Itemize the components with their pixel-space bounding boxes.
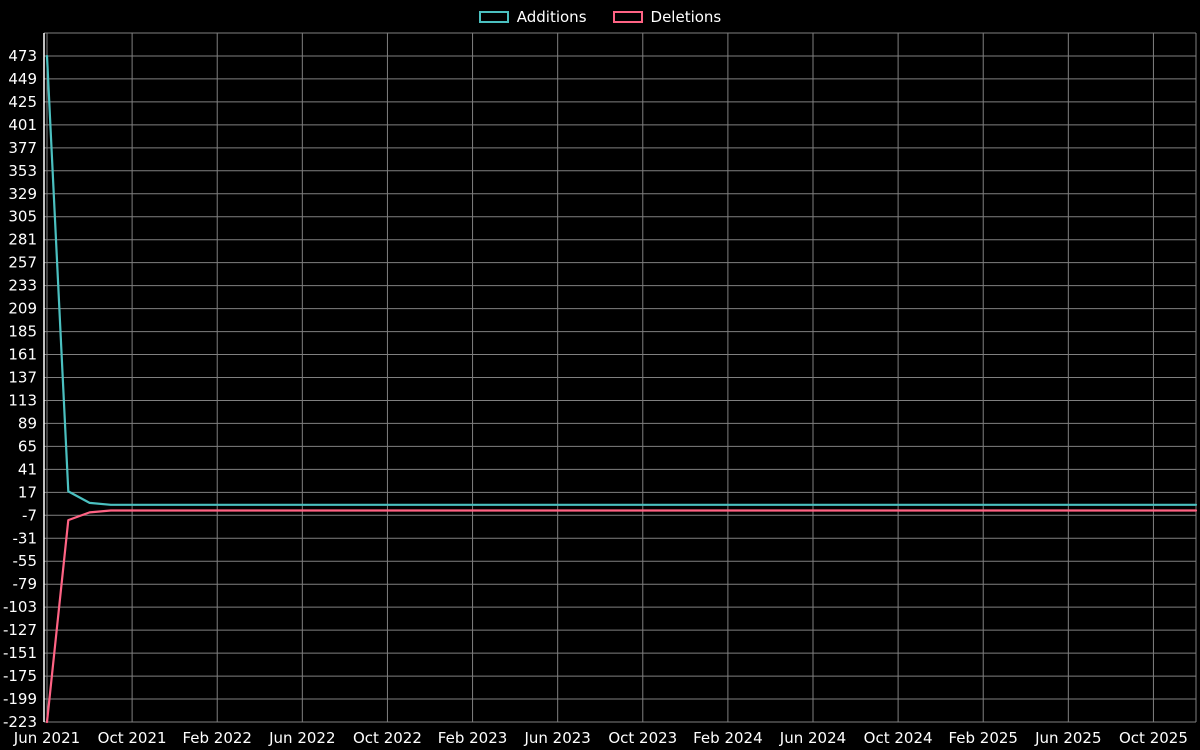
svg-text:113: 113 [8, 391, 37, 409]
additions-swatch-icon [478, 11, 509, 23]
svg-text:Jun 2021: Jun 2021 [13, 729, 80, 747]
svg-text:-127: -127 [3, 621, 37, 639]
svg-text:Oct 2023: Oct 2023 [608, 729, 677, 747]
svg-text:449: 449 [8, 70, 37, 88]
svg-text:-55: -55 [13, 552, 38, 570]
series-line-additions [45, 54, 1198, 506]
svg-text:353: 353 [8, 162, 37, 180]
svg-text:-151: -151 [3, 644, 37, 662]
svg-text:281: 281 [8, 231, 37, 249]
svg-text:41: 41 [18, 460, 37, 478]
svg-text:401: 401 [8, 116, 37, 134]
svg-text:Jun 2022: Jun 2022 [268, 729, 335, 747]
svg-text:209: 209 [8, 300, 37, 318]
x-axis-tick-labels: Jun 2021 Oct 2021 Feb 2022 Jun 2022 Oct 2022… [13, 729, 1188, 747]
legend-item-deletions[interactable]: Deletions [612, 8, 722, 26]
svg-text:-103: -103 [3, 598, 37, 616]
svg-text:305: 305 [8, 208, 37, 226]
svg-text:Oct 2022: Oct 2022 [353, 729, 422, 747]
svg-text:17: 17 [18, 483, 37, 501]
legend-label-additions: Additions [516, 8, 587, 26]
svg-text:-79: -79 [13, 575, 38, 593]
svg-text:-223: -223 [3, 713, 37, 731]
svg-text:Oct 2021: Oct 2021 [98, 729, 167, 747]
svg-text:185: 185 [8, 323, 37, 341]
chart-legend: Additions Deletions [0, 8, 1200, 26]
svg-text:Feb 2022: Feb 2022 [182, 729, 252, 747]
svg-text:Feb 2025: Feb 2025 [948, 729, 1018, 747]
svg-text:Jun 2023: Jun 2023 [523, 729, 590, 747]
svg-text:Feb 2024: Feb 2024 [693, 729, 763, 747]
svg-text:257: 257 [8, 254, 37, 272]
svg-text:-31: -31 [13, 529, 38, 547]
legend-label-deletions: Deletions [650, 8, 722, 26]
svg-text:89: 89 [18, 414, 37, 432]
svg-text:Jun 2024: Jun 2024 [779, 729, 846, 747]
svg-text:Jun 2025: Jun 2025 [1034, 729, 1101, 747]
svg-text:Oct 2024: Oct 2024 [864, 729, 933, 747]
svg-text:161: 161 [8, 346, 37, 364]
svg-text:137: 137 [8, 369, 37, 387]
svg-text:65: 65 [18, 437, 37, 455]
svg-text:377: 377 [8, 139, 37, 157]
series-line-deletions [45, 509, 1198, 724]
svg-text:473: 473 [8, 47, 37, 65]
svg-text:-175: -175 [3, 667, 37, 685]
y-axis-tick-labels: 473 449 425 401 377 353 329 305 281 257 233 209 185 1… [3, 47, 37, 731]
svg-text:329: 329 [8, 185, 37, 203]
svg-text:Oct 2025: Oct 2025 [1119, 729, 1188, 747]
legend-item-additions[interactable]: Additions [478, 8, 587, 26]
svg-text:Feb 2023: Feb 2023 [438, 729, 508, 747]
deletions-swatch-icon [612, 11, 643, 23]
svg-text:-199: -199 [3, 690, 37, 708]
svg-text:-7: -7 [22, 506, 37, 524]
svg-text:425: 425 [8, 93, 37, 111]
svg-text:233: 233 [8, 277, 37, 295]
